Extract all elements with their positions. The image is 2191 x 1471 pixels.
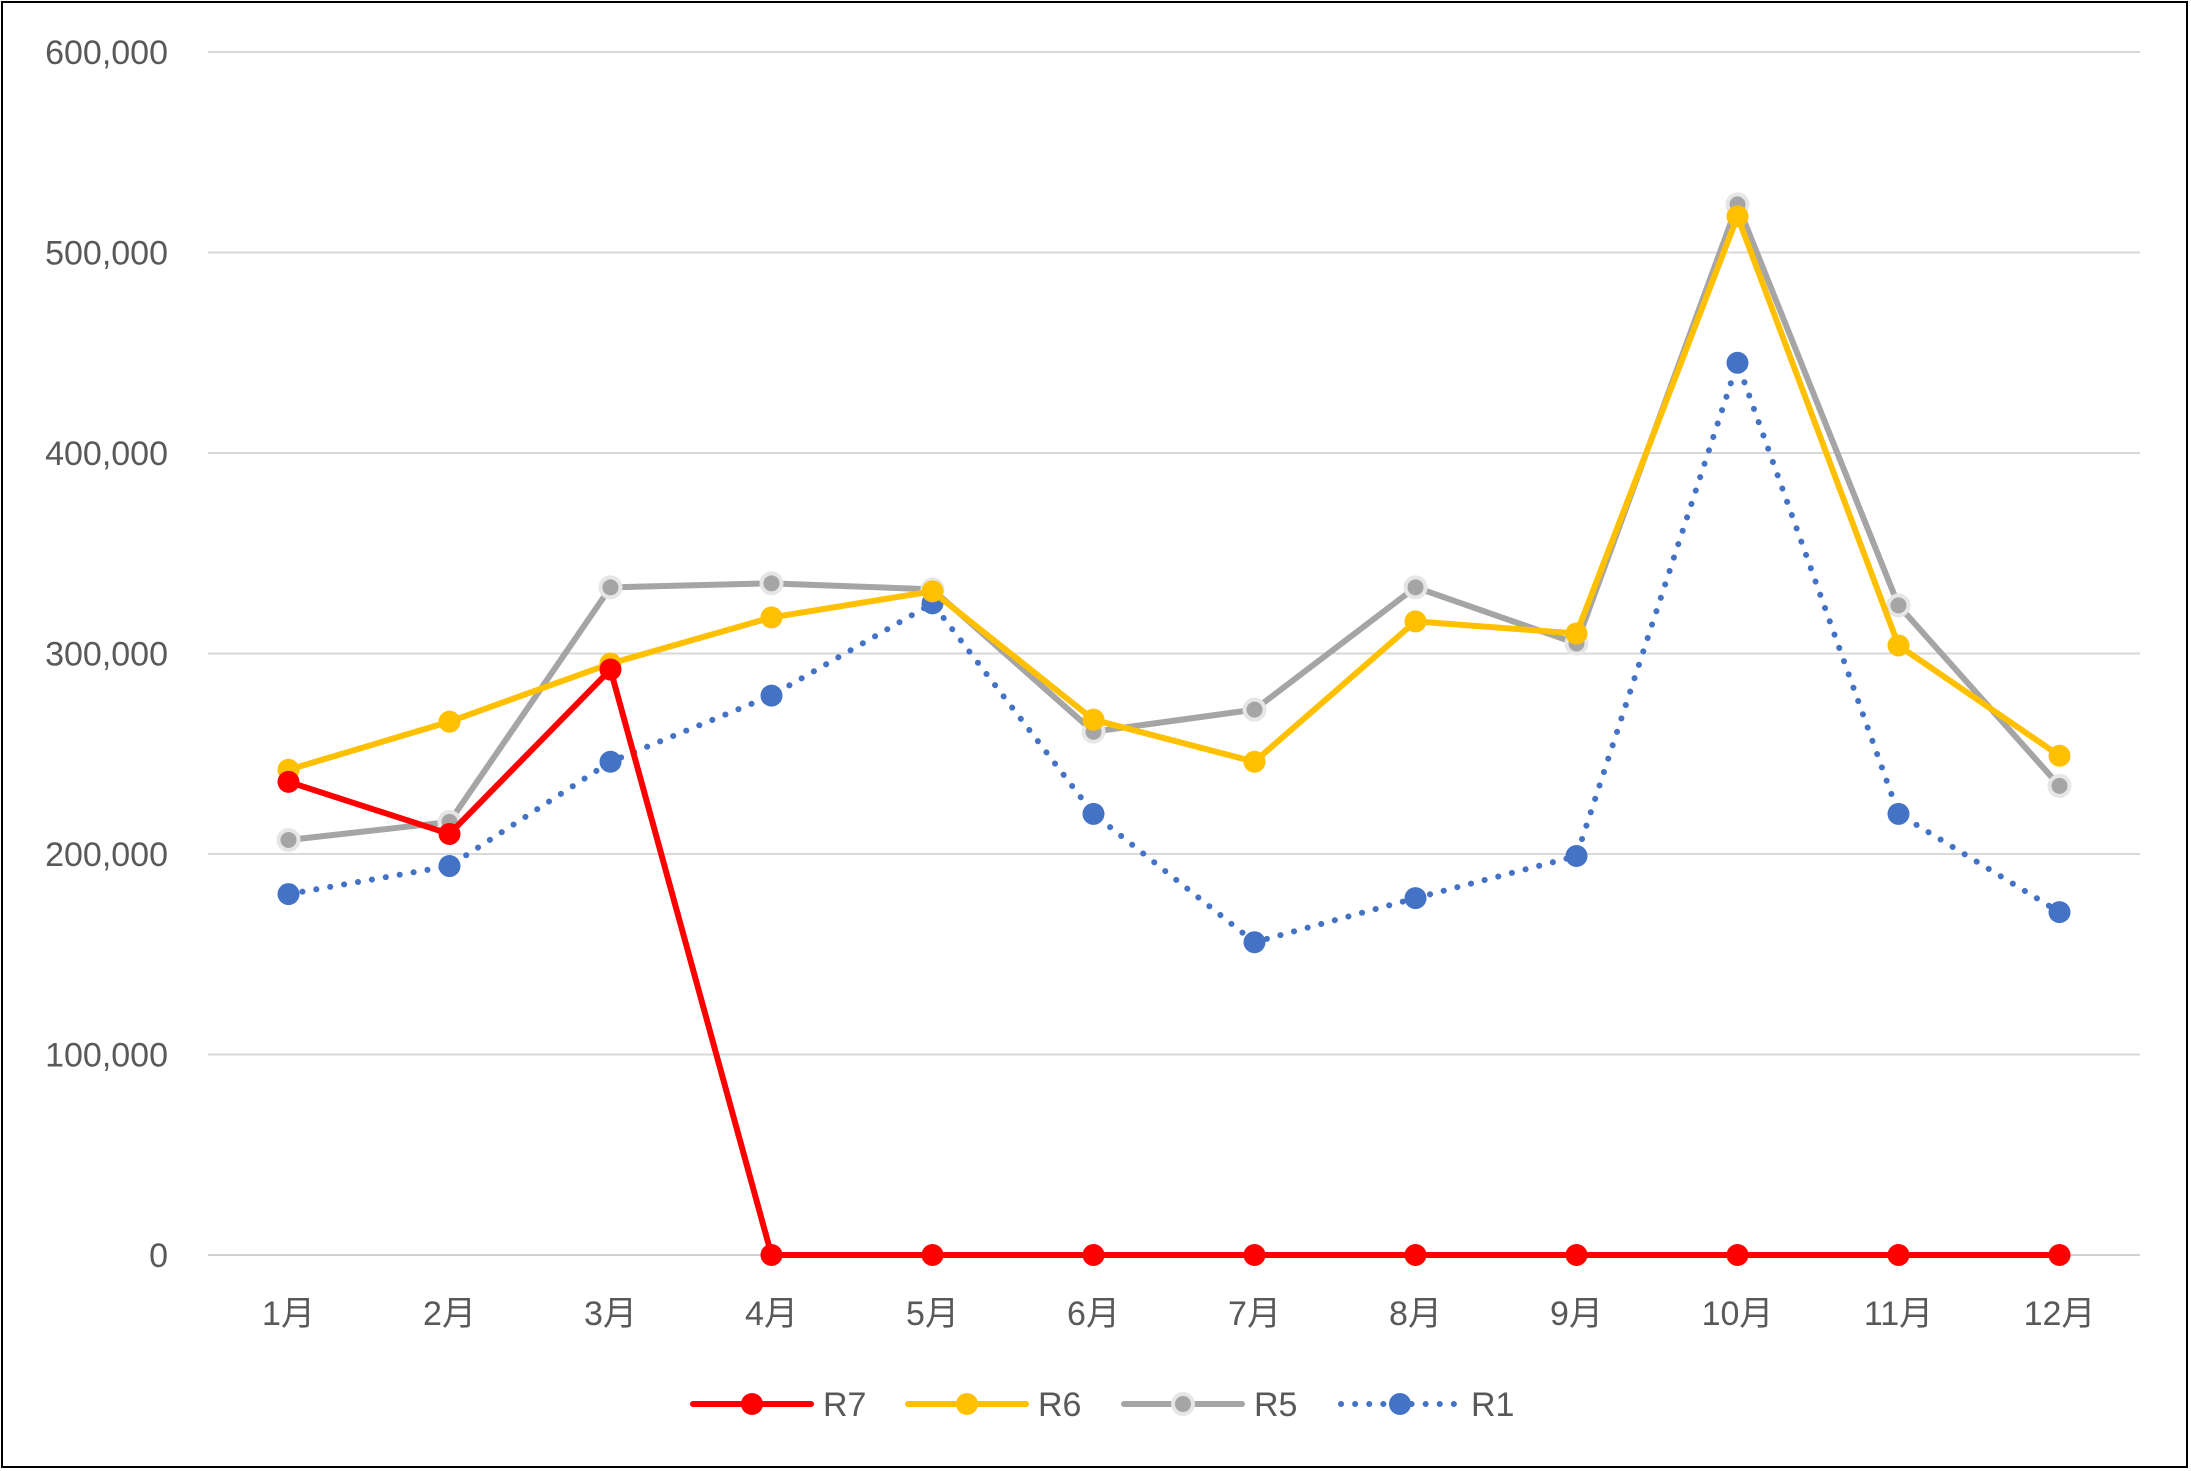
y-tick-label: 300,000 bbox=[45, 636, 168, 674]
x-axis-labels: 1月 2月 3月 4月 5月 6月 7月 8月 9月 10月 11月 12月 bbox=[262, 1295, 2095, 1333]
data-point bbox=[1565, 622, 1588, 645]
data-point bbox=[921, 1244, 944, 1266]
y-tick-label: 400,000 bbox=[45, 435, 168, 473]
series-line bbox=[285, 213, 2063, 773]
data-point bbox=[1243, 931, 1266, 954]
data-point bbox=[1403, 575, 1428, 600]
y-axis-labels: 0 100,000 200,000 300,000 400,000 500,000 600,… bbox=[45, 34, 168, 1275]
legend-item-r7: R7 bbox=[690, 1386, 866, 1424]
series-line bbox=[285, 359, 2063, 946]
data-point bbox=[599, 750, 622, 773]
x-tick-label: 6月 bbox=[1067, 1295, 1120, 1333]
legend-item-r1: R1 bbox=[1338, 1386, 1514, 1424]
data-point bbox=[1082, 802, 1105, 825]
x-tick-label: 2月 bbox=[423, 1295, 476, 1333]
data-point bbox=[1082, 708, 1105, 731]
line-chart: 0 100,000 200,000 300,000 400,000 500,000 600,… bbox=[45, 34, 2140, 1424]
legend-marker bbox=[956, 1393, 978, 1415]
data-point bbox=[438, 710, 461, 733]
legend-label: R1 bbox=[1471, 1386, 1514, 1424]
series-line bbox=[285, 666, 2063, 1258]
data-point bbox=[2048, 1244, 2071, 1266]
data-point bbox=[277, 883, 300, 906]
legend-item-r5: R5 bbox=[1121, 1386, 1297, 1424]
y-tick-label: 500,000 bbox=[45, 235, 168, 273]
x-tick-label: 3月 bbox=[584, 1295, 637, 1333]
data-point bbox=[1565, 845, 1588, 868]
legend-marker bbox=[1171, 1392, 1195, 1416]
data-point bbox=[1726, 205, 1749, 228]
data-point bbox=[1404, 610, 1427, 633]
data-point bbox=[760, 606, 783, 629]
legend-marker bbox=[1389, 1393, 1411, 1415]
y-tick-label: 100,000 bbox=[45, 1037, 168, 1075]
x-tick-label: 7月 bbox=[1228, 1295, 1281, 1333]
data-point bbox=[2047, 773, 2072, 798]
y-tick-label: 600,000 bbox=[45, 34, 168, 72]
data-point bbox=[1404, 1244, 1427, 1266]
data-point bbox=[760, 684, 783, 707]
data-point bbox=[1726, 1244, 1749, 1266]
data-point bbox=[599, 658, 622, 681]
data-point bbox=[1887, 634, 1910, 657]
y-tick-label: 0 bbox=[149, 1237, 168, 1275]
data-point bbox=[1082, 1244, 1105, 1266]
data-point bbox=[760, 1244, 783, 1266]
x-tick-label: 11月 bbox=[1864, 1295, 1933, 1333]
x-tick-label: 10月 bbox=[1702, 1295, 1774, 1333]
data-point bbox=[1243, 1244, 1266, 1266]
legend-marker bbox=[741, 1393, 763, 1415]
data-point bbox=[276, 827, 301, 852]
series-r7 bbox=[277, 658, 2071, 1266]
data-point bbox=[1886, 593, 1911, 618]
data-point bbox=[1242, 697, 1267, 722]
data-point bbox=[438, 822, 461, 845]
x-tick-label: 12月 bbox=[2024, 1295, 2096, 1333]
y-tick-label: 200,000 bbox=[45, 836, 168, 874]
data-point bbox=[438, 855, 461, 878]
series-lines bbox=[276, 192, 2072, 1266]
gridlines bbox=[208, 51, 2140, 1256]
series-line bbox=[285, 201, 2063, 843]
data-point bbox=[2048, 744, 2071, 767]
x-tick-label: 9月 bbox=[1550, 1295, 1603, 1333]
x-tick-label: 1月 bbox=[262, 1295, 315, 1333]
legend-item-r6: R6 bbox=[905, 1386, 1081, 1424]
data-point bbox=[598, 575, 623, 600]
data-point bbox=[1887, 1244, 1910, 1266]
series-r6 bbox=[277, 205, 2071, 781]
data-point bbox=[277, 770, 300, 793]
legend: R7 R6 R5 R1 bbox=[690, 1386, 1514, 1424]
data-point bbox=[1243, 750, 1266, 773]
data-point bbox=[1726, 351, 1749, 374]
legend-label: R7 bbox=[823, 1386, 866, 1424]
data-point bbox=[1404, 887, 1427, 910]
legend-label: R5 bbox=[1254, 1386, 1297, 1424]
x-tick-label: 8月 bbox=[1389, 1295, 1442, 1333]
data-point bbox=[759, 571, 784, 596]
legend-label: R6 bbox=[1038, 1386, 1081, 1424]
x-tick-label: 5月 bbox=[906, 1295, 959, 1333]
data-point bbox=[1887, 802, 1910, 825]
data-point bbox=[2048, 901, 2071, 924]
data-point bbox=[921, 580, 944, 603]
x-tick-label: 4月 bbox=[745, 1295, 798, 1333]
data-point bbox=[1565, 1244, 1588, 1266]
series-r1 bbox=[277, 351, 2071, 954]
series-r5 bbox=[276, 192, 2072, 852]
